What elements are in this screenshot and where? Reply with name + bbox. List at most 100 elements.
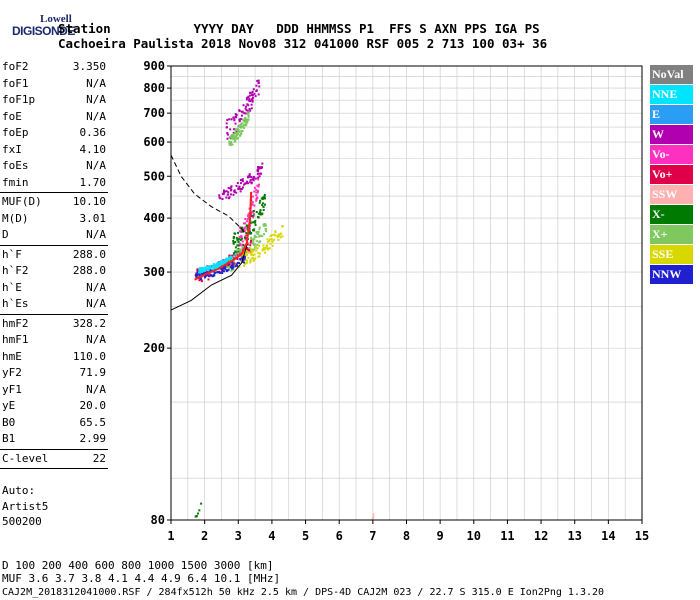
echo-dot xyxy=(256,79,259,82)
echo-dot xyxy=(239,252,242,255)
echo-dot xyxy=(243,262,246,265)
echo-dot xyxy=(258,226,261,229)
echo-dot xyxy=(244,120,247,123)
echo-dot xyxy=(234,241,237,244)
echo-dot xyxy=(269,234,272,237)
echo-dot xyxy=(239,242,242,245)
echo-dot xyxy=(203,269,206,272)
param-row: foEs N/A xyxy=(2,158,106,174)
param-value: 20.0 xyxy=(79,399,107,412)
y-tick-label: 900 xyxy=(143,59,165,73)
echo-dot xyxy=(257,93,260,96)
echo-dot xyxy=(266,238,269,241)
echo-dot xyxy=(231,254,234,257)
param-row: h`F 288.0 xyxy=(2,247,106,263)
echo-dot xyxy=(262,208,265,211)
echo-dot xyxy=(252,177,255,180)
echo-dot xyxy=(208,267,211,270)
param-separator xyxy=(0,192,108,193)
x-tick-label: 2 xyxy=(201,529,208,543)
param-name: hmF1 xyxy=(2,333,29,346)
echo-dot xyxy=(256,243,259,246)
echo-dot xyxy=(234,128,237,131)
echo-dot xyxy=(254,223,257,226)
echo-dot xyxy=(247,216,250,219)
echo-dot xyxy=(249,94,252,97)
echo-dot xyxy=(246,111,249,114)
legend-item: NNW xyxy=(650,265,693,284)
echo-dot xyxy=(247,175,250,178)
echo-dot xyxy=(248,251,251,254)
echo-dot xyxy=(241,240,244,243)
echo-dot xyxy=(236,128,239,131)
echo-dot xyxy=(256,191,259,194)
param-value: 65.5 xyxy=(79,415,107,429)
echo-dot xyxy=(263,196,266,199)
echo-dot xyxy=(252,179,255,182)
param-value: 10.10 xyxy=(72,195,106,208)
autoscaled-trace-curve xyxy=(194,191,253,281)
echo-dot xyxy=(246,118,249,121)
echo-dot xyxy=(258,228,261,231)
echo-dot xyxy=(244,112,247,115)
echo-dot xyxy=(250,251,253,254)
echo-dot xyxy=(249,181,252,184)
echo-dot xyxy=(262,224,265,227)
param-row: B0 65.5 xyxy=(2,415,106,431)
echo-dot xyxy=(227,187,230,190)
echo-dot xyxy=(225,259,228,262)
echo-dot xyxy=(266,240,269,243)
echo-dot xyxy=(281,235,284,238)
echo-dot xyxy=(234,246,237,249)
echo-dot xyxy=(250,107,253,110)
echo-dot xyxy=(229,135,232,138)
echo-dot xyxy=(245,109,248,112)
param-value: N/A xyxy=(86,159,106,172)
echo-dot xyxy=(265,247,268,250)
echo-dot xyxy=(225,269,228,272)
echo-dot xyxy=(240,110,243,113)
echo-dot xyxy=(252,96,255,99)
echo-dot xyxy=(243,120,246,123)
echo-dot xyxy=(246,176,249,179)
echo-dot xyxy=(201,267,204,270)
echo-dot xyxy=(236,231,239,234)
echo-dot xyxy=(241,246,244,249)
echo-dot xyxy=(205,268,208,271)
echo-dot xyxy=(200,502,203,505)
echo-dot xyxy=(239,258,242,261)
echo-dot xyxy=(224,265,227,268)
echo-dot xyxy=(233,138,236,141)
echo-dot xyxy=(247,256,250,259)
echo-dot xyxy=(233,189,236,192)
echo-dot xyxy=(234,136,237,139)
logo-lowell-text: Lowell xyxy=(40,13,72,25)
echo-dot xyxy=(248,108,251,111)
echo-dot xyxy=(255,210,258,213)
echo-dot xyxy=(241,256,244,259)
param-name: foF1 xyxy=(2,76,29,90)
echo-dot xyxy=(196,268,199,271)
y-tick-label: 800 xyxy=(143,81,165,95)
param-name: yF1 xyxy=(2,382,22,396)
echo-dot xyxy=(253,248,256,251)
echo-dot xyxy=(228,256,231,259)
echo-dot xyxy=(248,99,251,102)
echo-dot xyxy=(213,274,216,277)
echo-dot xyxy=(247,114,250,117)
header-labels: Station YYYY DAY DDD HHMMSS P1 FFS S AXN… xyxy=(58,21,540,36)
param-row: MUF(D) 10.10 xyxy=(2,194,106,210)
echo-dot xyxy=(256,247,259,250)
echo-dot xyxy=(262,248,265,251)
echo-dot xyxy=(226,132,229,135)
echo-dot xyxy=(247,104,250,107)
echo-dot xyxy=(251,201,254,204)
echo-dot xyxy=(248,249,251,252)
y-tick-label: 500 xyxy=(143,169,165,183)
echo-dot xyxy=(262,233,265,236)
echo-dot xyxy=(240,228,243,231)
echo-dot xyxy=(217,261,220,264)
echo-dot xyxy=(205,266,208,269)
echo-dot xyxy=(252,254,255,257)
echo-dot xyxy=(276,234,279,237)
